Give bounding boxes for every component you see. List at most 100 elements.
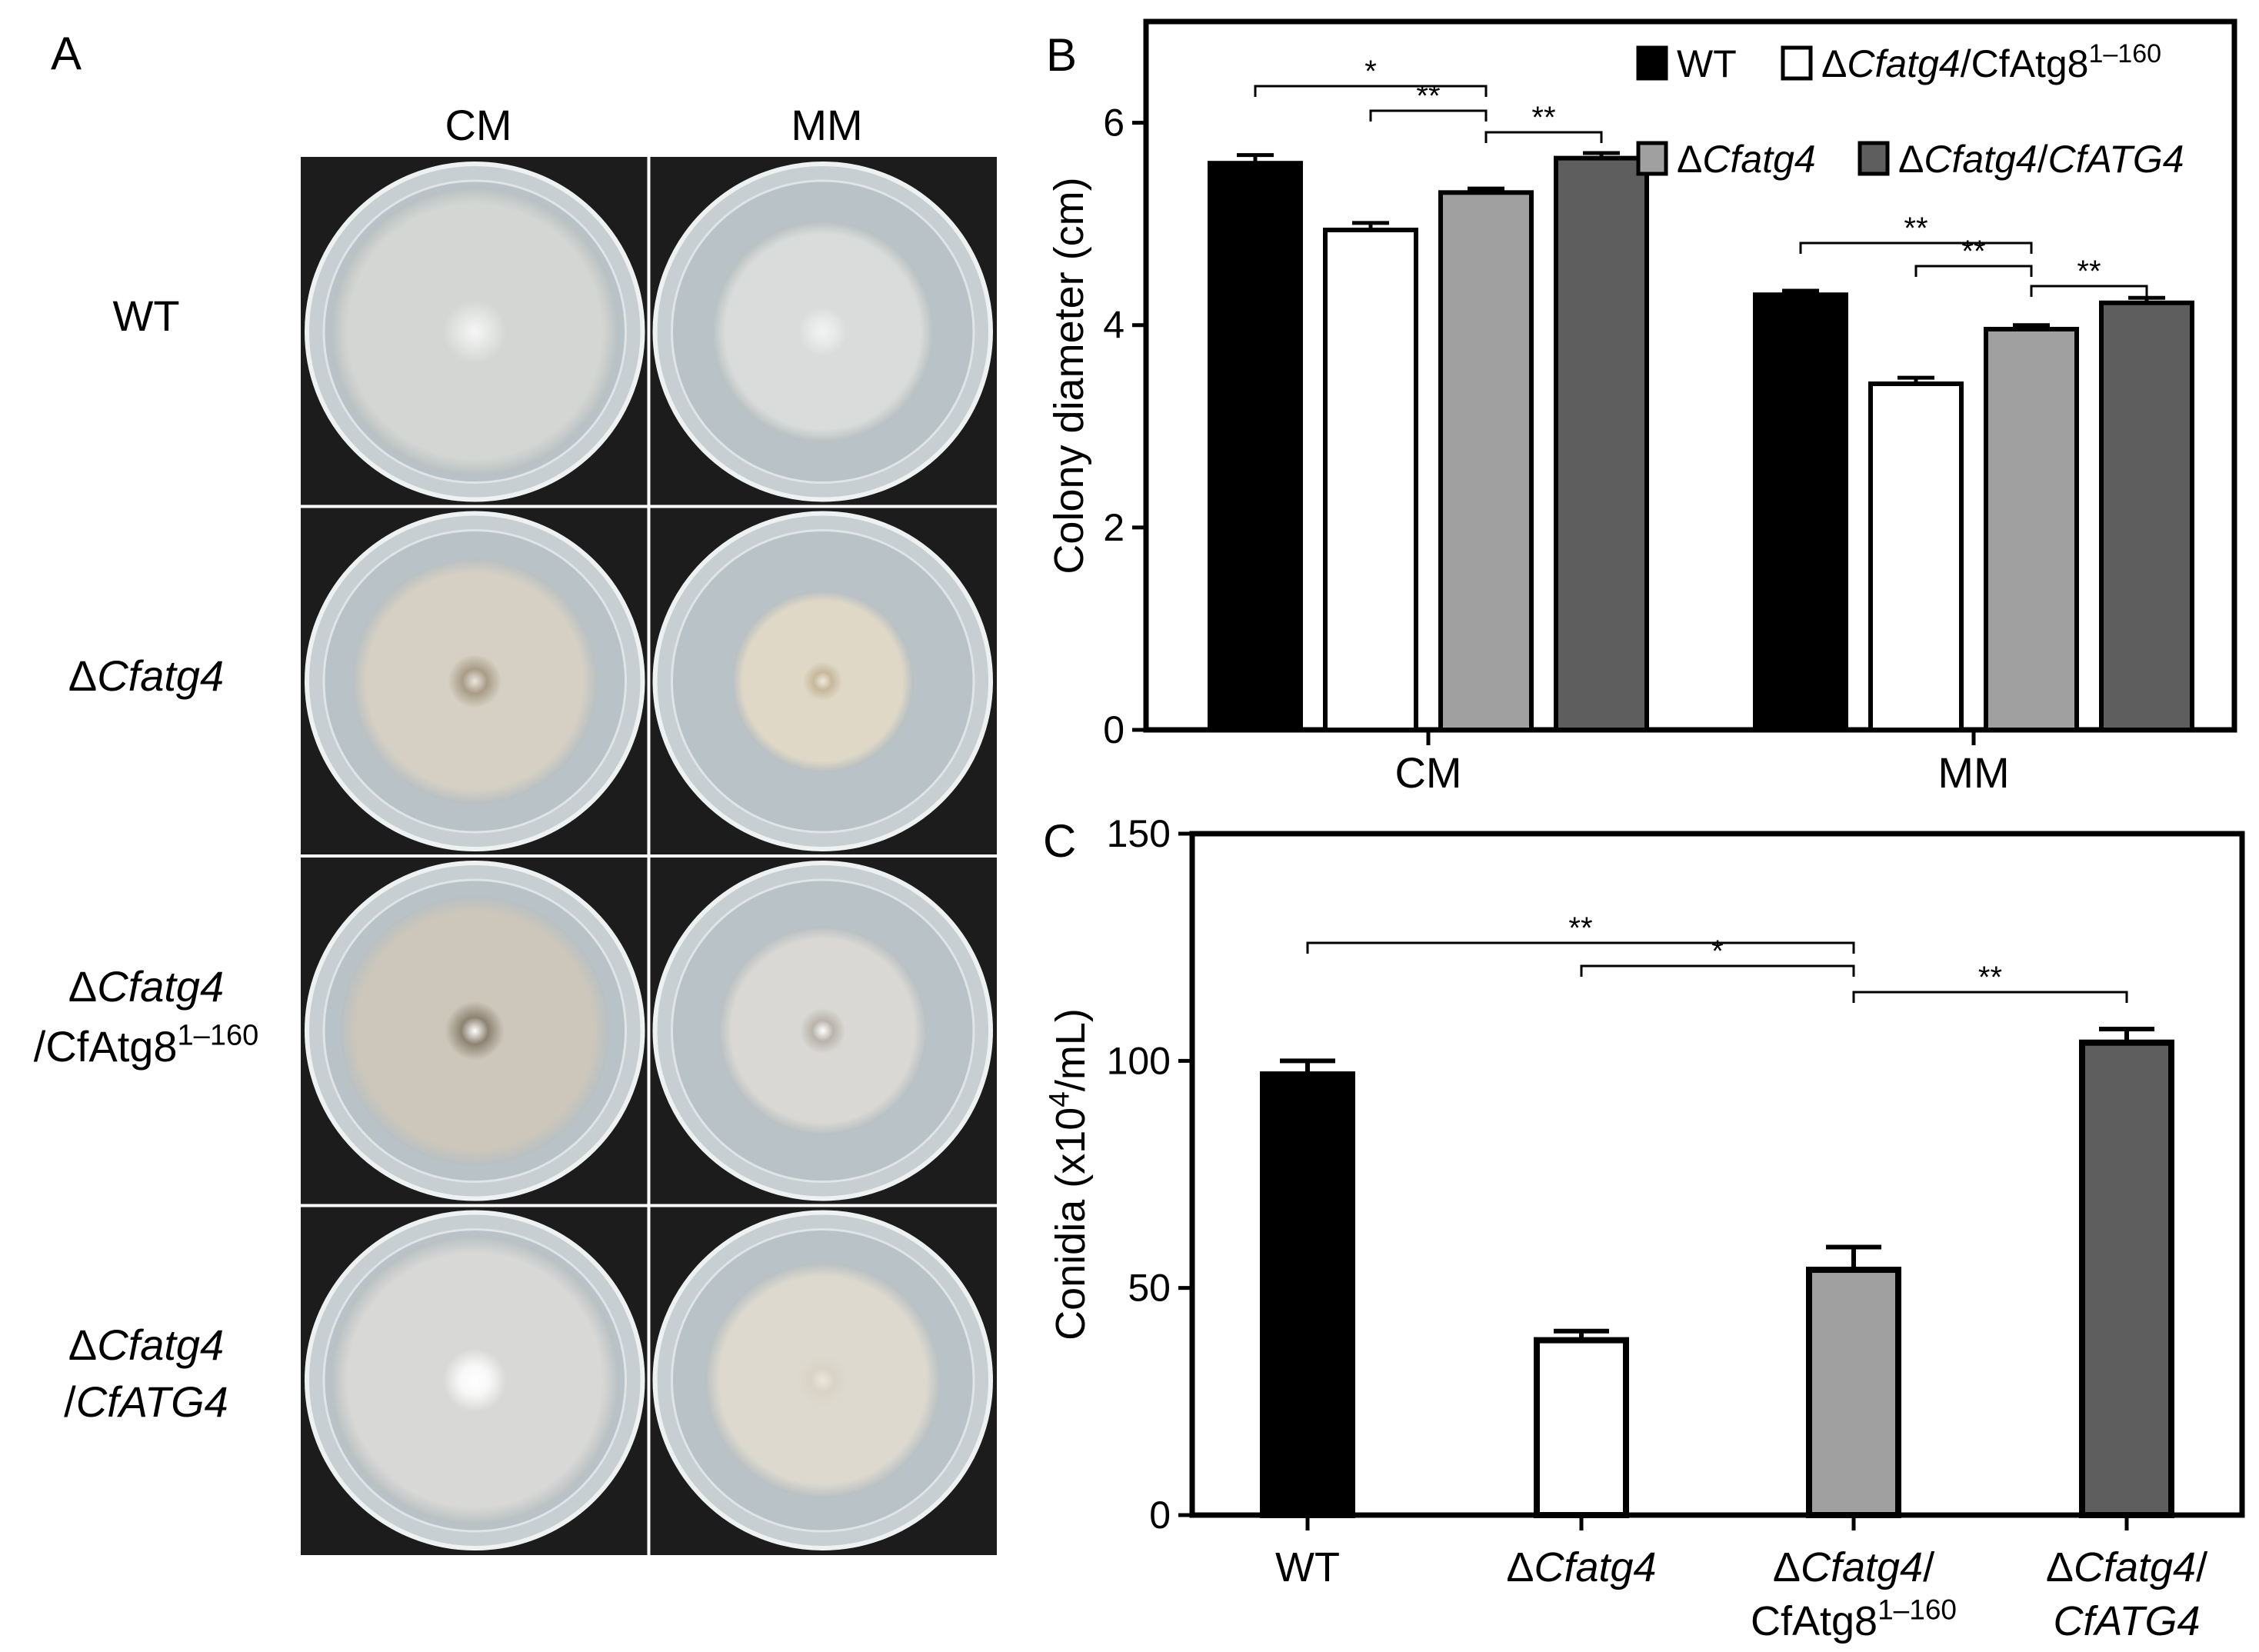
x-category-label-part: / [1923,1544,1934,1590]
row-label-4: ΔCfatg4 [68,1321,224,1369]
bar [1208,161,1303,732]
y-axis-label: Colony diameter (cm) [1046,177,1092,574]
panel-c-letter: C [1043,815,1076,867]
plate-r4-mm [652,1210,993,1550]
significance-label: ** [1904,211,1927,245]
plate-r1-mm [652,162,993,502]
plate-r1-cm [305,162,645,502]
row-label-2: ΔCfatg4 [68,651,224,700]
significance-label: ** [1568,911,1592,945]
significance-bracket [1369,109,1488,122]
x-category-label: ΔCfatg4 [1506,1544,1656,1590]
legend-label-part: Δ [1821,42,1847,85]
x-category-label-line2-part: CfATG4 [2053,1598,2200,1644]
row-label-2-part: Cfatg4 [97,651,224,700]
legend-label-part: Cfatg4 [1847,42,1960,85]
legend-label-part: WT [1677,42,1737,85]
x-category-label-part: Δ [1773,1544,1801,1590]
x-category-label-line2-part: 1–160 [1878,1594,1957,1625]
plate-r2-cm [305,511,645,851]
fungal-colony [731,590,914,772]
x-category-label-part: WT [1275,1544,1340,1590]
significance-bracket [1484,131,1603,143]
legend-label-part: / [2037,138,2048,181]
x-category-label-part: / [2196,1544,2207,1590]
significance-label: ** [1961,235,1985,268]
legend-label-part: /CfAtg8 [1961,42,2089,85]
legend-label-part: Δ [1677,138,1702,181]
bar [1984,326,2079,732]
bar [2099,300,2194,733]
legend-swatch [1636,45,1668,81]
row-label-3: ΔCfatg4 [68,962,224,1011]
y-tick-label: 0 [1103,708,1125,751]
y-axis-label-part: Conidia (x10 [1048,1107,1094,1341]
fungal-colony [330,187,619,476]
row-label-1-part: WT [112,291,179,340]
significance-bracket [1254,85,1488,97]
column-label-cm: CM [445,101,511,149]
row-label-4-line2: /CfATG4 [64,1377,228,1426]
legend-swatch [1858,141,1890,176]
y-tick-label: 0 [1149,1494,1171,1537]
significance-label: * [1711,934,1724,968]
plate-r3-cm [305,861,645,1201]
legend-swatch [1636,141,1668,176]
plate-r2-mm [652,511,993,851]
bar [1260,1071,1355,1518]
row-label-4-line2-part: CfATG4 [76,1377,228,1426]
x-category-label-part: Δ [1506,1544,1534,1590]
x-category-label-line2: CfAtg81–160 [1751,1594,1957,1644]
significance-label: * [1364,55,1377,88]
legend-label-part: Δ [1898,138,1924,181]
row-label-4-part: Δ [68,1321,97,1369]
row-label-3-line2-part: 1–160 [178,1020,259,1052]
bar [2079,1039,2174,1518]
row-label-4-part: Cfatg4 [97,1321,224,1369]
bar [1534,1337,1629,1519]
significance-label: ** [1416,79,1440,113]
bar [1806,1267,1901,1519]
fungal-colony [330,1236,619,1525]
y-axis-label: Conidia (x104/mL) [1043,1008,1094,1341]
legend-label-part: Cfatg4 [1924,138,2037,181]
fungal-colony [340,896,609,1165]
legend-label: ΔCfatg4/CfAtg81–160 [1821,39,2161,85]
fungal-colony [352,558,598,804]
x-category-label: ΔCfatg4/ [1773,1544,1934,1590]
plate-r4-cm [305,1210,645,1550]
x-category-label-line2: CfATG4 [2053,1598,2200,1644]
row-label-3-line2-part: /CfAtg8 [34,1022,178,1071]
column-label-mm: MM [791,101,862,149]
significance-label: ** [1978,961,2002,994]
significance-bracket [1306,941,1855,954]
significance-label: ** [1531,101,1555,135]
y-tick-label: 50 [1128,1267,1171,1310]
x-category-label-part: Δ [2046,1544,2074,1590]
row-label-3-part: Cfatg4 [97,962,224,1011]
bar [1438,190,1534,732]
plate-r3-mm [652,861,993,1201]
row-labels: WTΔCfatg4ΔCfatg4/CfAtg81–160ΔCfatg4/CfAT… [34,291,258,1426]
legend-swatch [1781,45,1813,81]
legend-label: ΔCfatg4/CfATG4 [1898,138,2184,181]
y-axis-label-part: /mL) [1048,1008,1094,1091]
significance-bracket [1852,991,2128,1003]
plate-grid [301,157,997,1555]
bar [1554,155,1649,733]
x-category-label-part: Cfatg4 [2074,1544,2196,1590]
panel-a: A CM MM WTΔCfatg4ΔCfatg4/CfAtg81–160ΔCfa… [34,28,997,1555]
x-category-label-part: Cfatg4 [1801,1544,1923,1590]
y-tick-label: 6 [1103,102,1125,145]
y-tick-label: 4 [1103,304,1125,347]
bar [1753,292,1848,732]
legend-label-part: 1–160 [2088,39,2161,68]
panel-a-letter: A [51,28,82,79]
legend-label: WT [1677,42,1737,85]
row-label-1: WT [112,291,179,340]
significance-bracket [1580,964,1855,977]
legend-label-part: Cfatg4 [1702,138,1815,181]
panel-b-letter: B [1046,29,1077,81]
